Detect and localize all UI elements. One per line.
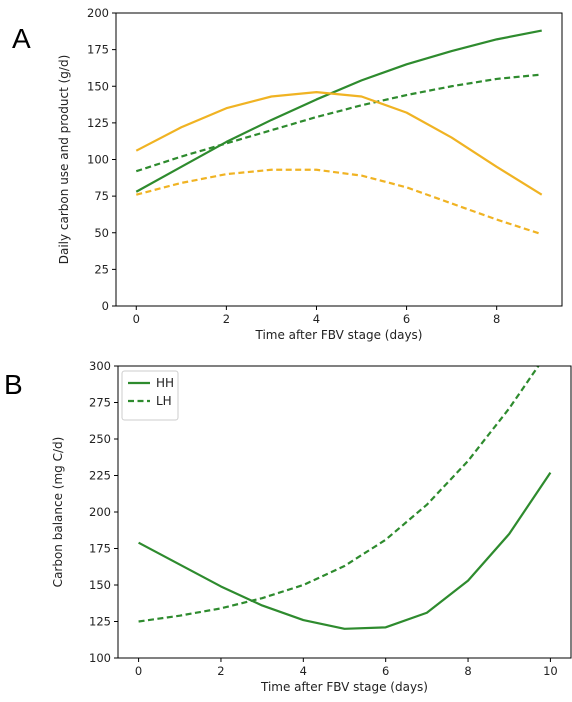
chart1-x-tick-label-1: 2 (217, 664, 224, 678)
chart0-x-axis-label: Time after FBV stage (days) (255, 328, 423, 342)
chart0-y-tick-label-7: 175 (87, 43, 109, 57)
chart0-series-group (135, 29, 543, 236)
chart1-y-tick-label-6: 250 (89, 432, 111, 446)
panel-b-letter: B (4, 369, 23, 400)
chart1-y-tick-label-2: 150 (89, 578, 111, 592)
chart1-series-group (138, 366, 552, 630)
chart0-y-tick-label-0: 0 (102, 299, 109, 313)
chart0-y-tick-label-4: 100 (87, 153, 109, 167)
chart0-series-line-0 (135, 29, 542, 193)
chart0-x-tick-label-0: 0 (133, 312, 140, 326)
panel-a-chart: 0 2 4 6 8 0 25 50 75 100 125 150 175 200 Time after FB… (57, 6, 563, 342)
chart1-y-tick-label-5: 225 (89, 469, 111, 483)
chart0-series-line-2 (135, 91, 543, 196)
chart1-x-tick-label-2: 4 (300, 664, 307, 678)
chart1-y-axis-label: Carbon balance (mg C/d) (51, 437, 65, 588)
chart1-y-tick-label-4: 200 (89, 505, 111, 519)
chart1-y-tick-label-8: 300 (89, 359, 111, 373)
chart1-x-tick-label-4: 8 (464, 664, 471, 678)
chart0-y-tick-label-5: 125 (87, 116, 109, 130)
chart0-y-tick-label-2: 50 (94, 226, 109, 240)
chart0-x-tick-label-4: 8 (493, 312, 500, 326)
chart0-x-tick-label-1: 2 (223, 312, 230, 326)
chart0-y-tick-label-3: 75 (94, 189, 109, 203)
panel-a-letter: A (12, 23, 31, 54)
chart0-y-tick-label-8: 200 (87, 6, 109, 20)
chart0-y-axis-label: Daily carbon use and product (g/d) (57, 55, 71, 265)
chart1-x-tick-label-0: 0 (135, 664, 142, 678)
chart1-legend-label-0: HH (156, 376, 174, 390)
chart1-legend: HH LH (121, 370, 179, 421)
chart1-series-line-0 (138, 471, 552, 630)
chart1-x-tick-label-5: 10 (543, 664, 558, 678)
panel-b-chart: 0 2 4 6 8 10 100 125 150 175 200 225 250 275 300 Time a… (51, 359, 572, 694)
chart1-y-tick-label-3: 175 (89, 542, 111, 556)
chart1-y-tick-label-7: 275 (89, 396, 111, 410)
chart0-series-line-1 (135, 73, 542, 173)
chart1-x-axis-label: Time after FBV stage (days) (260, 680, 428, 694)
chart1-x-tick-label-3: 6 (382, 664, 389, 678)
chart0-y-tick-label-6: 150 (87, 79, 109, 93)
chart0-x-tick-label-3: 6 (403, 312, 410, 326)
chart1-y-tick-label-0: 100 (89, 651, 111, 665)
chart0-y-tick-label-1: 25 (94, 262, 109, 276)
chart1-series-line-1 (138, 366, 540, 623)
chart0-x-tick-label-2: 4 (313, 312, 320, 326)
chart0-series-line-3 (135, 168, 543, 236)
chart1-legend-label-1: LH (156, 394, 172, 408)
chart1-y-tick-label-1: 125 (89, 615, 111, 629)
chart0-axes-frame (115, 12, 563, 307)
